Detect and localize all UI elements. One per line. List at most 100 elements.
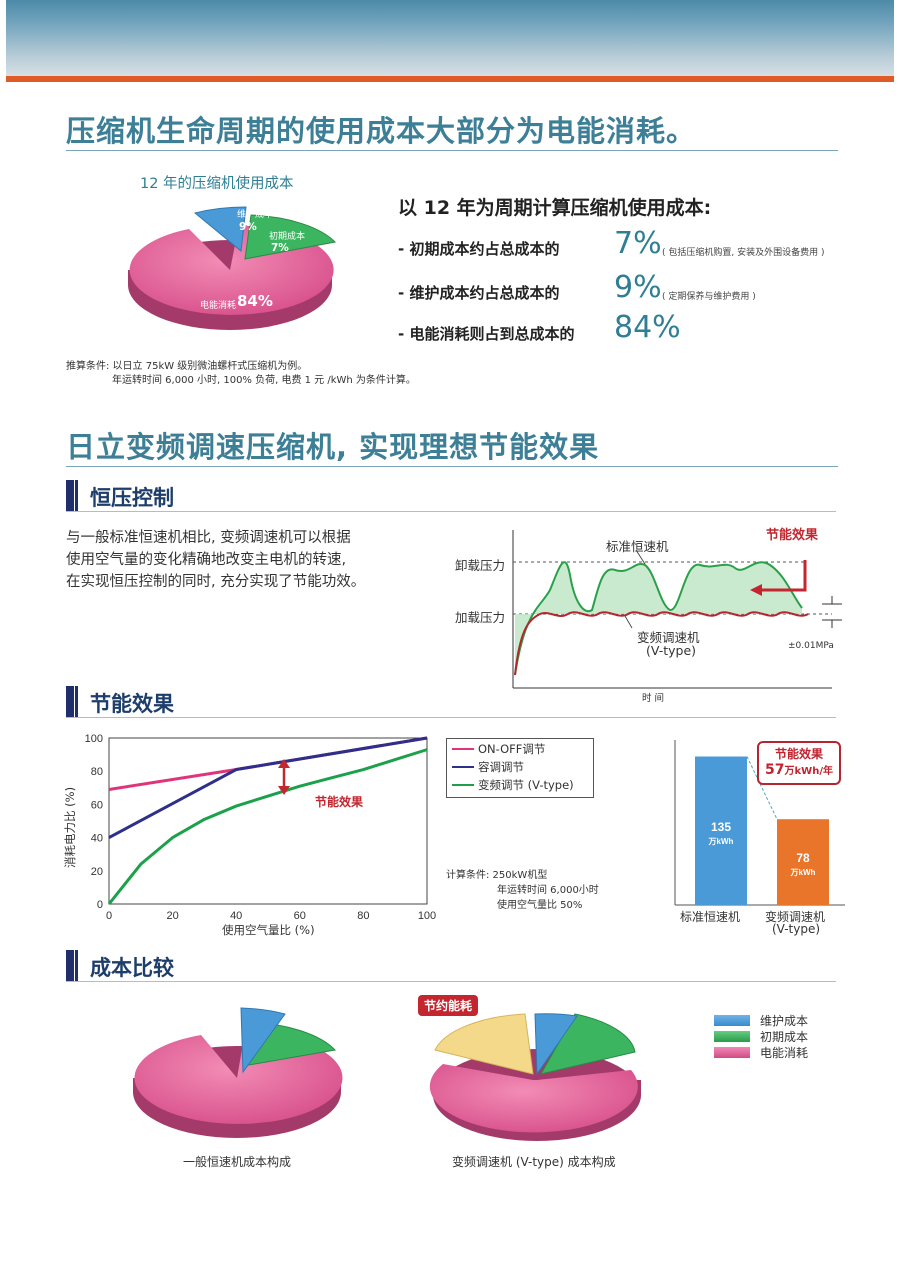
tolerance-label: ±0.01MPa xyxy=(788,641,834,651)
x-tick-0: 0 xyxy=(106,910,112,922)
y-axis-label: 消耗电力比 (%) xyxy=(63,786,77,868)
y-tick-0: 0 xyxy=(97,899,103,911)
para-line-1: 与一般标准恒速机相比, 变频调速机可以根据 xyxy=(66,530,351,546)
item-initial-text: - 初期成本约占总成本的 xyxy=(398,240,560,258)
y-tick-20: 20 xyxy=(91,866,103,878)
pie-vt-saved xyxy=(434,1013,534,1075)
saving-tag: 节约能耗 xyxy=(418,995,479,1016)
legend-maint: 维护成本 xyxy=(760,1014,809,1028)
bar-unit-1: 万kWh xyxy=(790,868,816,877)
badge-title: 节能效果 xyxy=(774,747,823,761)
bar-connector xyxy=(746,756,778,820)
pie-std-maint xyxy=(240,1007,286,1074)
item-maint-text: - 维护成本约占总成本的 xyxy=(398,284,560,302)
section2-title: 日立变频调速压缩机, 实现理想节能效果 xyxy=(66,430,600,464)
para-line-2: 使用空气量的变化精确地改变主电机的转速, xyxy=(66,552,347,568)
bar-0 xyxy=(695,756,747,905)
cost-pie-chart xyxy=(128,206,337,330)
time-axis-label: 时 间 xyxy=(642,693,665,704)
calc-heading: 以 12 年为周期计算压缩机使用成本: xyxy=(398,197,712,219)
item-initial-note: ( 包括压缩机购置, 安装及外围设备费用 ) xyxy=(662,248,825,258)
legend-initial: 初期成本 xyxy=(760,1030,809,1044)
subsection-energy-saving: 节能效果 xyxy=(66,686,836,718)
bar-1 xyxy=(777,819,829,905)
vtype-line xyxy=(514,611,809,676)
header-stripe xyxy=(6,76,894,82)
vtype-label-b: (V-type) xyxy=(646,643,697,658)
bar-value-1: 78 xyxy=(796,851,810,865)
pie-vt-initial xyxy=(540,1013,636,1075)
x-tick-60: 60 xyxy=(294,910,306,922)
pie-vt-energy xyxy=(429,1064,638,1133)
legend-swatch-initial xyxy=(714,1031,750,1042)
item-energy-text: - 电能消耗则占到总成本的 xyxy=(398,325,575,343)
header-banner xyxy=(6,0,894,76)
pie-label-maint: 维护成本 xyxy=(237,210,274,220)
condition-line1: 推算条件: 以日立 75kW 级别微油螺杆式压缩机为例。 xyxy=(66,361,308,372)
bar-unit-0: 万kWh xyxy=(708,837,734,846)
section2-rule xyxy=(66,466,838,467)
x-tick-40: 40 xyxy=(230,910,242,922)
badge-unit: 万kWh/年 xyxy=(784,766,833,777)
std-speed-label: 标准恒速机 xyxy=(606,539,669,554)
para-line-3: 在实现恒压控制的同时, 充分实现了节能功效。 xyxy=(66,574,366,590)
badge-value: 57 xyxy=(765,762,785,778)
bar-cat-2: 变频调速机 xyxy=(765,910,826,924)
saving-badge: 节能效果 57万kWh/年 xyxy=(757,741,841,785)
section1-title: 压缩机生命周期的使用成本大部分为电能消耗。 xyxy=(66,114,697,148)
pie-pct-initial: 7% xyxy=(271,242,289,254)
legend-energy: 电能消耗 xyxy=(760,1046,809,1060)
load-pressure-label: 加载压力 xyxy=(455,610,506,625)
subsection-cost-compare: 成本比较 xyxy=(66,950,836,982)
unload-pressure-label: 卸载压力 xyxy=(455,558,506,573)
vtype-label-a: 变频调速机 xyxy=(637,630,700,645)
pie-std-caption: 一般恒速机成本构成 xyxy=(183,1155,292,1169)
pie-vt-caption: 变频调速机 (V-type) 成本构成 xyxy=(452,1155,616,1169)
subsection-heading: 成本比较 xyxy=(90,956,174,980)
legend-capacity: 容调调节 xyxy=(478,760,524,774)
bar-value-0: 135 xyxy=(711,820,731,834)
bar-cat-1: 标准恒速机 xyxy=(680,910,741,924)
pie-vt-maint xyxy=(534,1013,578,1076)
line-legend: ON-OFF调节 容调调节 变频调节 (V-type) xyxy=(446,738,594,798)
y-tick-100: 100 xyxy=(85,733,103,745)
pie-slice-initial xyxy=(244,214,337,260)
section1-rule xyxy=(66,150,838,151)
gap-label: 节能效果 xyxy=(315,794,363,809)
effect-arrow xyxy=(760,560,807,592)
x-tick-100: 100 xyxy=(418,910,436,922)
x-axis-label: 使用空气量比 (%) xyxy=(222,923,315,937)
energy-bar-chart: 135 万kWh 78 万kWh xyxy=(674,740,845,906)
pie-title: 12 年的压缩机使用成本 xyxy=(140,176,294,192)
legend-vtype: 变频调节 (V-type) xyxy=(478,778,574,792)
series-line-1 xyxy=(108,736,428,839)
cost-pie-vtype xyxy=(429,1013,641,1141)
subsection-heading: 恒压控制 xyxy=(90,486,174,510)
pie-pct-maint: 9% xyxy=(239,221,257,233)
item-initial-pct: 7% xyxy=(614,226,662,261)
calc-cond-1: 计算条件: 250kW机型 xyxy=(446,870,548,881)
legend-swatch-energy xyxy=(714,1047,750,1058)
pie-slice-maint xyxy=(193,206,247,252)
item-maint-pct: 9% xyxy=(614,270,662,305)
std-speed-line xyxy=(514,561,803,676)
x-tick-80: 80 xyxy=(357,910,369,922)
calc-cond-3: 使用空气量比 50% xyxy=(497,900,583,911)
subsection-constant-pressure: 恒压控制 xyxy=(66,480,836,512)
pie-label-initial: 初期成本 xyxy=(269,232,306,242)
subsection-heading: 节能效果 xyxy=(90,692,174,716)
legend-onoff: ON-OFF调节 xyxy=(478,742,546,756)
pie-pct-energy: 84% xyxy=(237,292,273,310)
pressure-chart xyxy=(512,530,842,689)
effect-label: 节能效果 xyxy=(766,528,819,543)
series-line-2 xyxy=(107,748,428,905)
condition-line2: 年运转时间 6,000 小时, 100% 负荷, 电费 1 元 /kWh 为条件… xyxy=(112,375,416,386)
energy-line-chart: 0 20 40 60 80 100 0 20 40 60 80 100 节能效果 xyxy=(85,733,437,922)
x-tick-20: 20 xyxy=(166,910,178,922)
y-tick-80: 80 xyxy=(91,766,103,778)
item-energy-pct: 84% xyxy=(614,310,681,345)
legend-swatch-maint xyxy=(714,1015,750,1026)
y-tick-40: 40 xyxy=(91,833,103,845)
y-tick-60: 60 xyxy=(91,799,103,811)
energy-saving-area xyxy=(515,562,802,675)
